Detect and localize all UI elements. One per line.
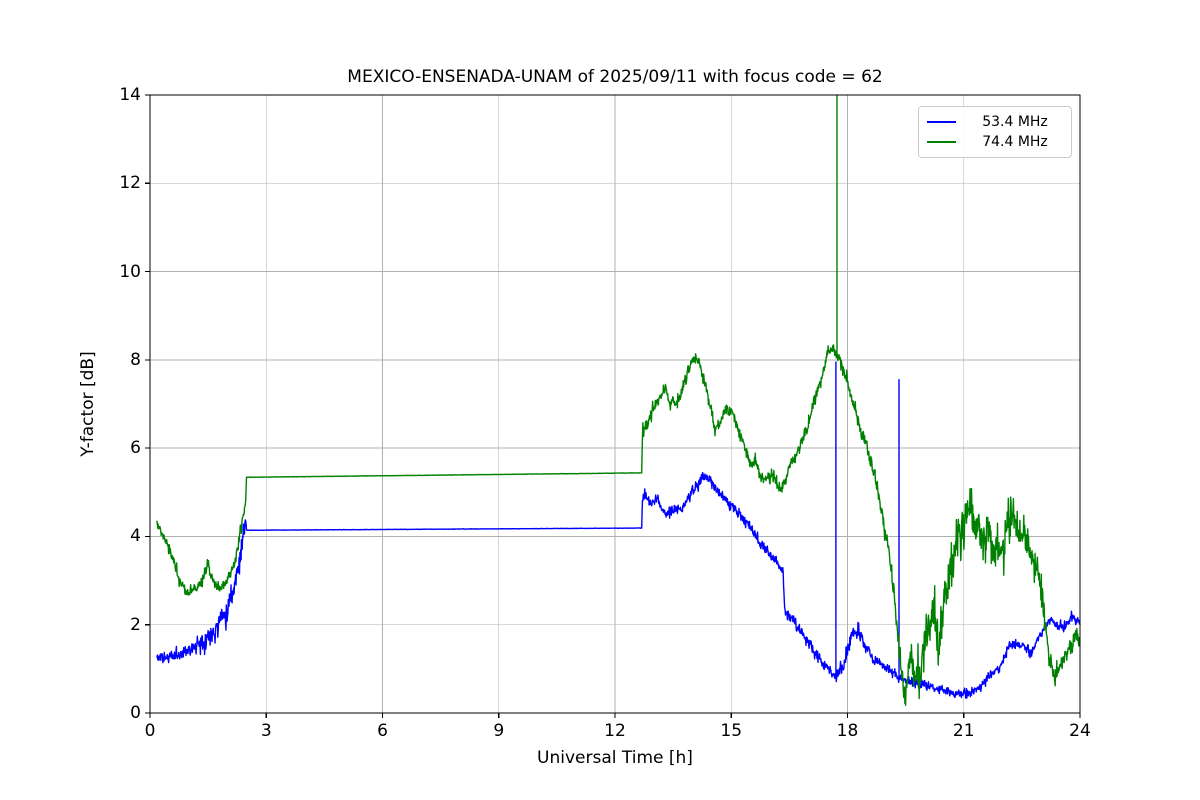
series-line-74-4-mhz [156, 94, 1081, 707]
x-tick-label: 3 [260, 721, 272, 741]
y-tick-label: 10 [119, 261, 141, 282]
x-tick-label: 6 [377, 721, 388, 741]
x-tick-label: 9 [493, 721, 505, 741]
x-tick-label: 24 [1069, 721, 1091, 741]
y-tick-label: 14 [119, 85, 141, 105]
legend-label: 53.4 MHz [982, 113, 1048, 130]
y-tick-label: 12 [119, 173, 141, 194]
chart-title: MEXICO-ENSENADA-UNAM of 2025/09/11 with … [347, 67, 883, 87]
legend-line-green-icon [927, 141, 956, 144]
y-tick-label: 0 [130, 703, 141, 723]
legend-label: 74.4 MHz [982, 134, 1048, 151]
legend: 53.4 MHz 74.4 MHz [918, 106, 1072, 158]
x-axis-label: Universal Time [h] [537, 748, 693, 768]
legend-item-74-4-mhz: 74.4 MHz [927, 134, 1063, 150]
x-tick-label: 18 [836, 721, 859, 741]
y-tick-label: 6 [130, 438, 141, 459]
plot-border [149, 94, 1081, 714]
legend-item-53-4-mhz: 53.4 MHz [927, 114, 1063, 130]
x-tick-label: 0 [144, 721, 156, 741]
x-tick-label: 21 [952, 721, 975, 741]
x-tick-label: 15 [720, 721, 743, 741]
legend-line-blue-icon [927, 120, 956, 123]
y-tick-label: 8 [130, 349, 141, 370]
x-tick-label: 12 [604, 721, 626, 741]
series-line-53-4-mhz [156, 361, 1081, 699]
y-tick-label: 2 [130, 614, 141, 635]
y-axis-label: Y-factor [dB] [78, 351, 98, 457]
y-tick-label: 4 [130, 526, 141, 547]
